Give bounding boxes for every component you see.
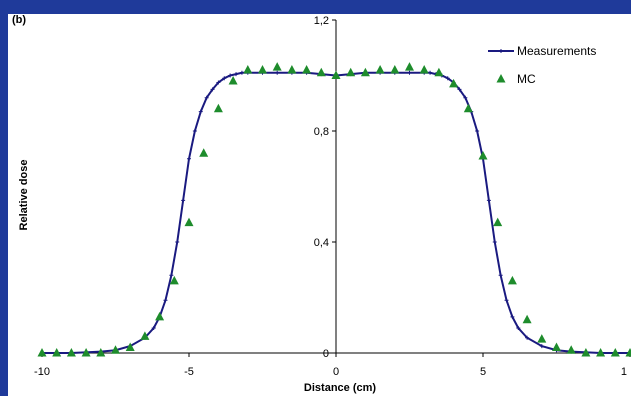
measurements-point (204, 95, 209, 100)
mc-point (184, 217, 194, 227)
mc-point (96, 348, 106, 357)
measurements-point (175, 240, 180, 244)
measurements-point (498, 273, 503, 278)
mc-point (493, 217, 503, 227)
measurements-point (163, 298, 168, 303)
mc-point (434, 67, 444, 77)
measurements-point (181, 198, 186, 203)
ticks: -10 -5 0 5 100,40,81,2 (34, 15, 631, 378)
measurements-point (516, 326, 521, 331)
mc-point (449, 78, 459, 88)
mc-point (360, 67, 370, 77)
mc-point (52, 348, 62, 357)
measurements-point (445, 76, 450, 81)
measurements-point (169, 273, 174, 278)
measurements-point (457, 87, 462, 92)
mc-point (302, 64, 312, 74)
y-axis-title: Relative dose (18, 160, 30, 231)
mc-point (66, 348, 76, 357)
measurements-point (234, 72, 239, 77)
legend-mc-swatch (496, 74, 506, 83)
measurements-point (187, 156, 191, 161)
mc-point (81, 348, 91, 357)
measurements-point (192, 129, 197, 133)
measurements-point (463, 95, 468, 100)
measurements-point (407, 70, 412, 75)
mc-point (213, 103, 223, 113)
mc-point (140, 331, 150, 340)
measurements-point (222, 76, 227, 81)
measurements-point (239, 70, 244, 75)
mc-point (346, 67, 356, 77)
mc-point (581, 348, 591, 357)
window-frame-left (0, 0, 8, 396)
mc-point (125, 342, 135, 351)
x-tick-label: 5 (480, 366, 486, 378)
mc-point (243, 64, 253, 74)
measurements-point (475, 129, 480, 133)
mc-point (596, 348, 606, 357)
y-tick-label: 0 (323, 348, 329, 360)
mc-point (552, 342, 561, 351)
mc-point (316, 67, 326, 77)
panel-label: (b) (12, 14, 27, 26)
y-tick-label: 1,2 (314, 15, 329, 27)
measurements-point (151, 326, 156, 331)
measurements-point (525, 335, 530, 340)
measurements-point (510, 314, 515, 319)
legend-label: Measurements (517, 44, 596, 58)
measurements-point (198, 109, 203, 114)
mc-point (199, 148, 209, 157)
legend: Measurements MC (488, 44, 596, 86)
series-layer (37, 62, 631, 357)
measurements-point (486, 198, 491, 203)
mc-point (155, 311, 165, 321)
legend-measurements-marker (499, 49, 503, 53)
measurements-point (504, 298, 509, 303)
mc-point (258, 64, 267, 74)
mc-point (463, 103, 473, 113)
mc-point (566, 345, 576, 354)
mc-point (375, 64, 385, 74)
mc-point (331, 70, 341, 79)
mc-point (169, 275, 179, 285)
mc-point (405, 62, 414, 71)
measurements-point (539, 344, 544, 349)
measurements-point (216, 80, 221, 85)
x-tick-label: 1 (621, 366, 627, 378)
mc-point (287, 64, 297, 74)
mc-point (228, 76, 238, 85)
mc-point (37, 348, 47, 357)
measurements-point (210, 87, 215, 92)
x-tick-label: 0 (333, 366, 339, 378)
measurements-point (228, 73, 233, 78)
x-axis-title: Distance (cm) (304, 382, 376, 394)
measurements-point (428, 70, 433, 75)
mc-point (537, 334, 547, 343)
mc-point (507, 275, 517, 285)
measurements-point (275, 70, 280, 75)
x-tick-label: -5 (184, 366, 194, 378)
measurements-point (492, 240, 497, 244)
y-tick-label: 0,8 (314, 126, 329, 138)
mc-point (478, 150, 488, 160)
mc-point (610, 348, 620, 357)
mc-point (390, 64, 400, 74)
y-tick-label: 0,4 (314, 237, 329, 249)
x-tick-label: -10 (34, 366, 50, 378)
mc-point (625, 348, 631, 357)
mc-point (419, 64, 429, 74)
mc-point (111, 345, 120, 354)
mc-point (272, 62, 282, 71)
axes (42, 20, 630, 354)
window-frame-top (0, 0, 631, 14)
mc-point (522, 314, 532, 324)
legend-label: MC (517, 72, 536, 86)
